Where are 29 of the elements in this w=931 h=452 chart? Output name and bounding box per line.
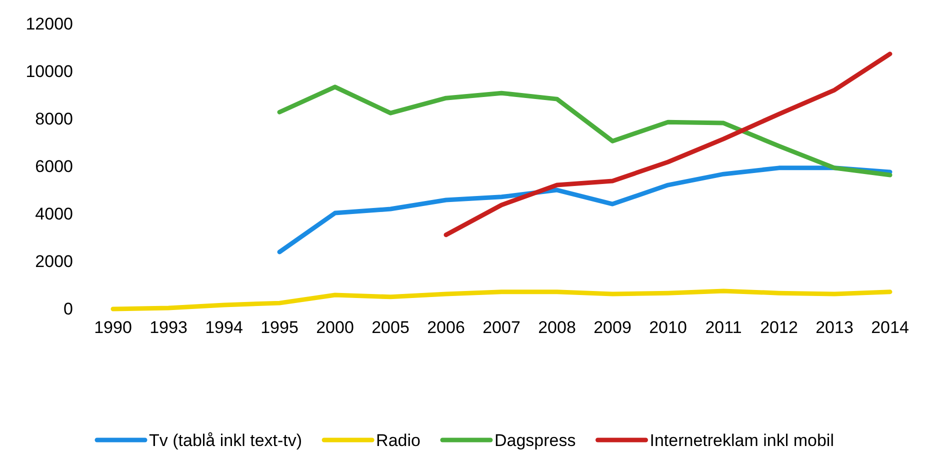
legend-label: Internetreklam inkl mobil bbox=[650, 430, 834, 450]
x-tick-label: 2008 bbox=[538, 318, 576, 338]
x-tick-label: 2007 bbox=[482, 318, 520, 338]
line-series bbox=[444, 52, 892, 238]
legend-label: Dagspress bbox=[494, 430, 576, 450]
x-tick-label: 2010 bbox=[649, 318, 687, 338]
x-tick-label: 2011 bbox=[705, 318, 742, 338]
x-tick-label: 2014 bbox=[871, 318, 909, 338]
x-tick-label: 1990 bbox=[94, 318, 132, 338]
y-tick-label: 6000 bbox=[35, 156, 73, 176]
y-tick-label: 12000 bbox=[26, 14, 73, 34]
y-tick-label: 4000 bbox=[35, 204, 73, 224]
x-tick-label: 1993 bbox=[150, 318, 188, 338]
line-series bbox=[110, 288, 892, 312]
y-tick-label: 8000 bbox=[35, 109, 73, 128]
legend-label: Radio bbox=[376, 430, 420, 450]
x-tick-label: 2000 bbox=[316, 318, 354, 338]
y-tick-label: 10000 bbox=[26, 62, 73, 81]
x-tick-label: 2006 bbox=[427, 318, 465, 338]
y-tick-label: 0 bbox=[64, 299, 73, 318]
x-tick-label: 2012 bbox=[760, 318, 798, 338]
y-tick-label: 2000 bbox=[35, 252, 73, 271]
x-tick-label: 2005 bbox=[372, 318, 410, 338]
x-tick-label: 2009 bbox=[594, 318, 632, 338]
legend-label: Tv (tablå inkl text-tv) bbox=[149, 430, 302, 450]
x-tick-label: 1994 bbox=[205, 318, 243, 338]
x-tick-label: 2013 bbox=[816, 318, 854, 338]
x-tick-label: 1995 bbox=[260, 318, 298, 338]
line-series bbox=[277, 84, 892, 178]
